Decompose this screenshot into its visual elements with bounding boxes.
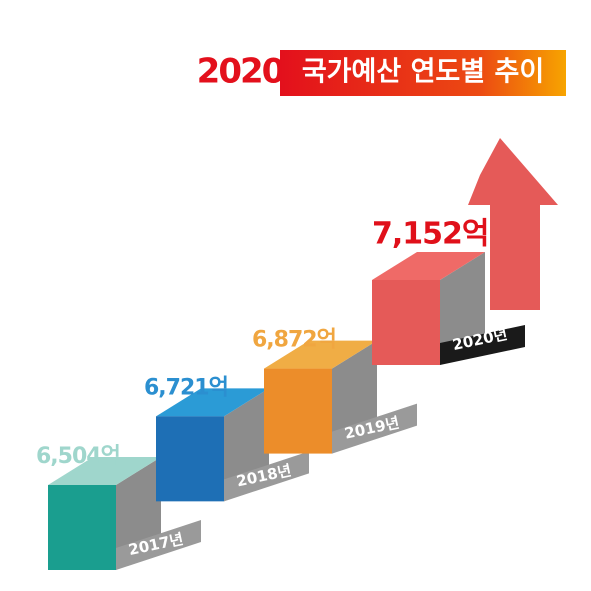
step-front: [264, 368, 332, 454]
step-tread: [332, 403, 417, 454]
step-top: [48, 457, 161, 485]
step-top: [264, 340, 377, 369]
value-label: 7,152억: [372, 217, 489, 252]
step-front: [48, 485, 116, 570]
step-front: [372, 280, 440, 365]
arrow-head: [468, 138, 558, 310]
step-top: [156, 388, 269, 417]
step-tread: [440, 325, 525, 365]
title-year: 2020: [197, 52, 285, 92]
step-tread: [116, 520, 201, 570]
chart-title: 국가예산 연도별 추이: [302, 57, 544, 88]
value-label: 6,721억: [144, 375, 228, 400]
step-front: [156, 416, 224, 502]
value-label: 6,872억: [252, 328, 336, 353]
title-box: [280, 50, 566, 96]
step-tread: [224, 451, 309, 502]
value-label: 6,504억: [36, 444, 120, 469]
step-top: [372, 252, 485, 280]
